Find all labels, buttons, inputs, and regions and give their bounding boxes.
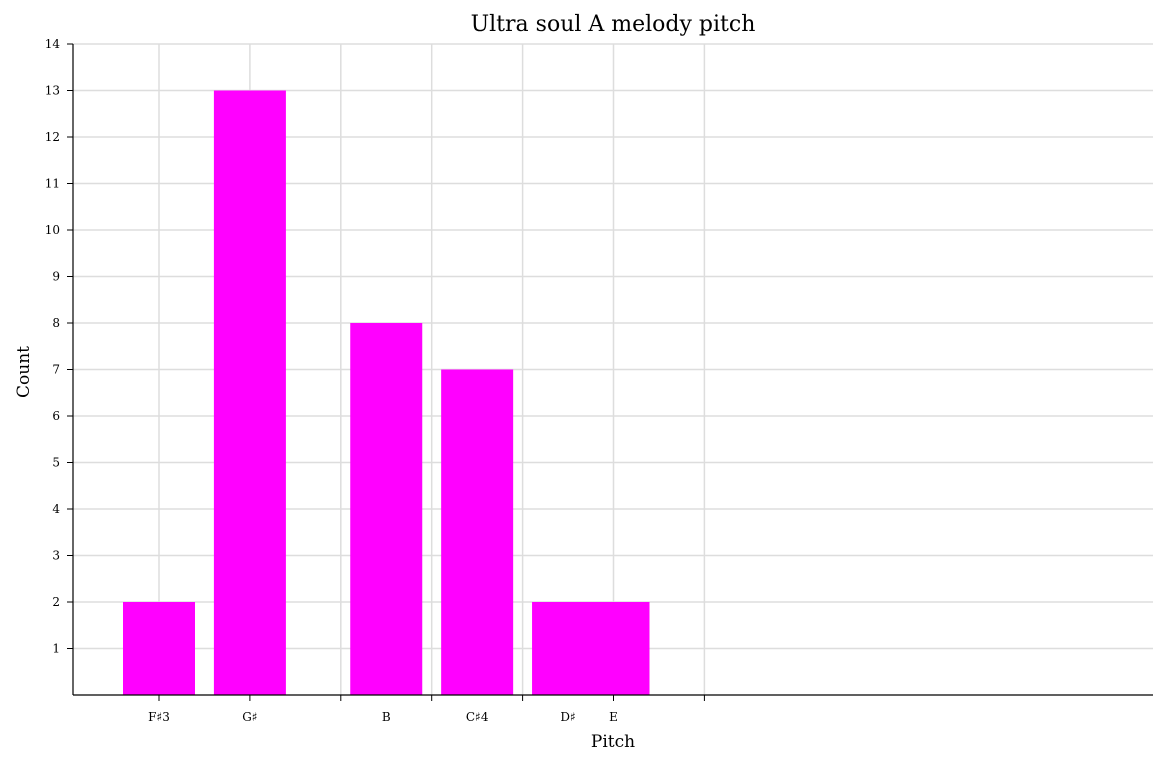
y-tick-label: 4 <box>52 502 60 516</box>
y-tick-label: 12 <box>45 130 60 144</box>
y-tick-label: 2 <box>52 595 60 609</box>
bar-4 <box>441 369 514 695</box>
y-axis-label: Count <box>14 346 34 398</box>
x-tick-label: E <box>609 710 618 724</box>
y-tick-label: 13 <box>45 84 60 98</box>
y-tick-label: 11 <box>45 177 60 191</box>
y-tick-label: 6 <box>52 409 60 423</box>
chart-title: Ultra soul A melody pitch <box>471 12 756 37</box>
x-tick-label: G♯ <box>242 710 257 724</box>
bar-1 <box>123 602 195 695</box>
x-axis-label: Pitch <box>591 732 635 752</box>
y-tick-label: 10 <box>45 223 60 237</box>
y-tick-label: 14 <box>45 37 61 51</box>
y-tick-label: 8 <box>52 316 60 330</box>
bar-layer <box>123 90 650 695</box>
x-tick-label: C♯4 <box>466 710 489 724</box>
bar-3 <box>350 323 423 695</box>
y-tick-label: 5 <box>52 456 60 470</box>
y-tick-label: 9 <box>52 270 60 284</box>
bar-2 <box>213 90 286 695</box>
x-tick-label: B <box>382 710 391 724</box>
bar-6 <box>577 602 650 695</box>
y-tick-label: 3 <box>52 549 60 563</box>
x-tick-label: F♯3 <box>148 710 170 724</box>
y-tick-label: 7 <box>52 363 60 377</box>
y-tick-label: 1 <box>52 642 60 656</box>
x-tick-label: D♯ <box>560 710 575 724</box>
